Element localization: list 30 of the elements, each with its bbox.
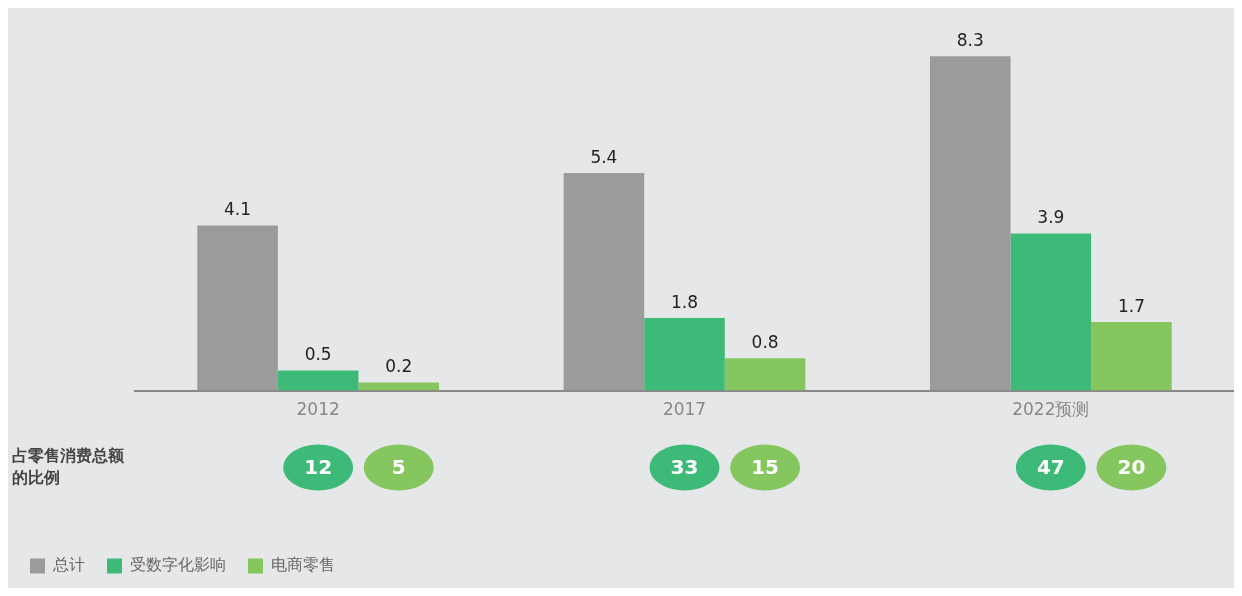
text: 15 xyxy=(751,454,780,479)
text: 47 xyxy=(1036,454,1065,479)
x-tick-label: 2022预测 xyxy=(1012,399,1090,420)
bar xyxy=(724,358,806,391)
text: 5 xyxy=(391,454,406,479)
legend-label: 总计 xyxy=(52,555,85,575)
bar xyxy=(563,173,645,391)
legend-label: 电商零售 xyxy=(271,555,335,575)
bar xyxy=(277,370,359,391)
text: 占零售消费总额的比例 xyxy=(12,445,125,487)
bar xyxy=(197,225,278,391)
data-label: 4.1 xyxy=(224,199,252,220)
data-label: 0.5 xyxy=(304,344,332,365)
legend-label: 受数字化影响 xyxy=(130,555,226,575)
text: 33 xyxy=(670,454,699,479)
bar xyxy=(1091,322,1172,391)
data-label: 3.9 xyxy=(1037,207,1065,228)
bar xyxy=(1010,233,1092,391)
data-label: 1.8 xyxy=(670,292,699,312)
data-label: 5.4 xyxy=(590,146,618,167)
text: 12 xyxy=(304,454,333,479)
data-label: 0.2 xyxy=(385,356,413,377)
data-label: 0.8 xyxy=(751,332,779,353)
x-tick-label: 2012 xyxy=(296,399,340,420)
x-tick-label: 2017 xyxy=(662,399,707,420)
data-label: 1.7 xyxy=(1117,296,1145,317)
bar xyxy=(929,56,1011,391)
bar xyxy=(644,318,725,391)
text: 20 xyxy=(1117,454,1146,479)
data-label: 8.3 xyxy=(956,30,984,51)
